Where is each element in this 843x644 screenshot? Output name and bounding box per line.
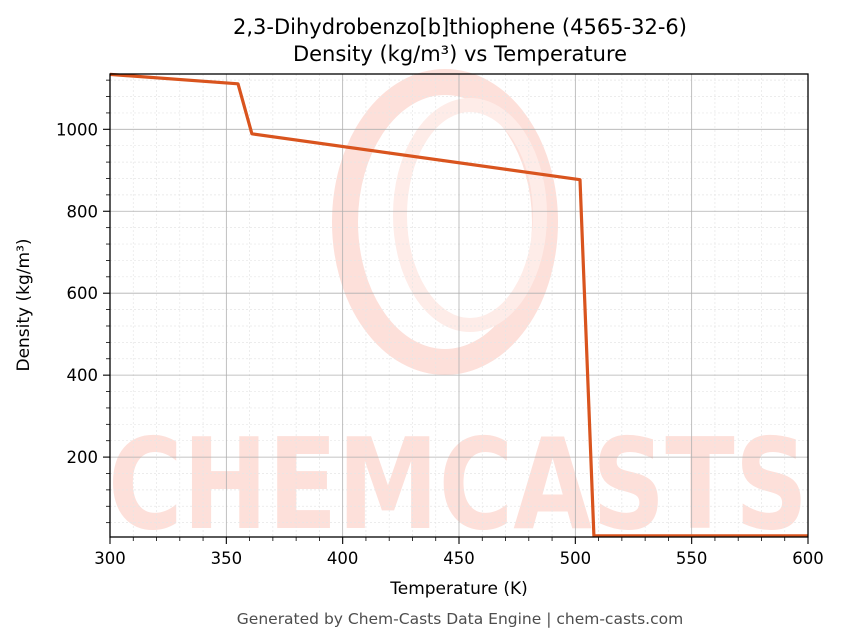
chemcasts-logo-swirl bbox=[332, 69, 558, 375]
series-layer bbox=[109, 72, 808, 538]
footer-credit: Generated by Chem-Casts Data Engine | ch… bbox=[237, 610, 683, 628]
y-tick-label: 400 bbox=[67, 366, 99, 385]
axis-ticks bbox=[103, 79, 809, 544]
y-tick-label: 600 bbox=[67, 284, 99, 303]
y-tick-label: 200 bbox=[67, 448, 99, 467]
y-tick-label: 1000 bbox=[56, 120, 98, 139]
x-axis-label: Temperature (K) bbox=[389, 579, 528, 599]
chemcasts-watermark: CHEMCASTS bbox=[108, 69, 808, 558]
tick-labels: 300 350 400 450 500 550 600 200 400 600 800 1000 bbox=[56, 120, 824, 568]
x-tick-label: 600 bbox=[792, 549, 824, 568]
y-axis-label: Density (kg/m³) bbox=[14, 238, 34, 371]
y-tick-label: 800 bbox=[67, 202, 99, 221]
x-tick-label: 300 bbox=[94, 549, 126, 568]
chart-subtitle: Density (kg/m³) vs Temperature bbox=[293, 42, 627, 66]
density-line bbox=[109, 72, 808, 538]
x-tick-label: 450 bbox=[443, 549, 475, 568]
x-tick-label: 350 bbox=[211, 549, 243, 568]
x-tick-label: 400 bbox=[327, 549, 359, 568]
x-tick-label: 550 bbox=[676, 549, 708, 568]
x-tick-label: 500 bbox=[560, 549, 592, 568]
chart-title: 2,3-Dihydrobenzo[b]thiophene (4565-32-6) bbox=[233, 15, 687, 39]
